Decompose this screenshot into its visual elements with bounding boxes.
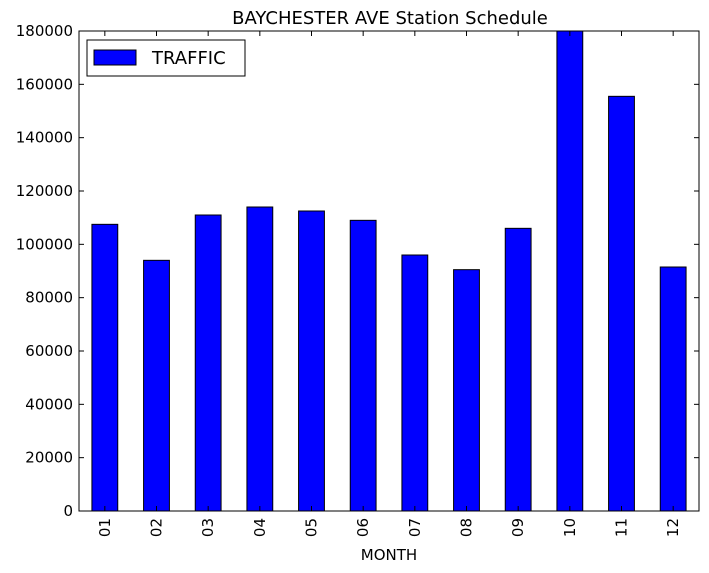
y-tick-label: 0 xyxy=(63,502,73,520)
bar-03 xyxy=(194,214,222,512)
x-axis-label: MONTH xyxy=(361,546,417,564)
x-tick-label: 11 xyxy=(613,518,631,537)
axis-ticks-layer: 01 02 03 04 05 06 07 08 09 10 11 12 0 20000 40000 60000… xyxy=(16,22,699,537)
bar-12 xyxy=(659,266,687,512)
x-tick-label: 09 xyxy=(509,518,527,537)
x-tick-label: 03 xyxy=(199,518,217,537)
bar-08 xyxy=(453,269,480,512)
x-tick-label: 07 xyxy=(406,518,424,537)
y-tick-label: 80000 xyxy=(25,289,73,307)
y-tick-label: 120000 xyxy=(16,182,73,200)
bar-11 xyxy=(608,95,635,512)
x-tick-label: 06 xyxy=(354,518,372,537)
y-tick-label: 40000 xyxy=(25,395,73,413)
bar-06 xyxy=(349,219,377,512)
y-tick-label: 140000 xyxy=(16,129,73,147)
bar-07 xyxy=(401,254,429,512)
y-tick-label: 60000 xyxy=(25,342,73,360)
plot-frame xyxy=(78,30,700,512)
x-tick-label: 12 xyxy=(664,518,682,537)
legend: TRAFFIC xyxy=(86,39,246,77)
y-tick-label: 100000 xyxy=(16,235,73,253)
y-tick-label: 180000 xyxy=(16,22,73,40)
bar-09 xyxy=(504,227,532,512)
y-tick-label: 20000 xyxy=(25,449,73,467)
x-tick-label: 05 xyxy=(303,518,321,537)
bar-02 xyxy=(143,259,170,512)
bar-01 xyxy=(91,223,119,512)
chart-title: BAYCHESTER AVE Station Schedule xyxy=(232,8,548,29)
bar-10 xyxy=(556,30,584,512)
bars-layer xyxy=(91,30,687,512)
x-tick-label: 01 xyxy=(96,518,114,537)
legend-swatch-traffic xyxy=(93,49,137,66)
bar-05 xyxy=(298,210,325,512)
x-tick-label: 08 xyxy=(458,518,476,537)
x-tick-label: 04 xyxy=(251,518,269,537)
bar-04 xyxy=(246,206,274,512)
x-tick-label: 02 xyxy=(148,518,166,537)
x-tick-label: 10 xyxy=(561,518,579,537)
y-tick-label: 160000 xyxy=(16,75,73,93)
legend-label-traffic: TRAFFIC xyxy=(151,48,226,69)
